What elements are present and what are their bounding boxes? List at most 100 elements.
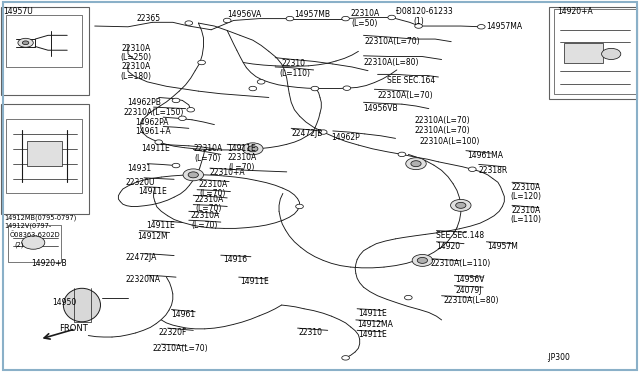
Text: 22310: 22310 <box>299 328 323 337</box>
Text: 24079J: 24079J <box>456 286 482 295</box>
Text: 14916: 14916 <box>223 255 247 264</box>
Text: 22310A(L=70): 22310A(L=70) <box>378 91 433 100</box>
Circle shape <box>311 86 319 91</box>
Text: 14957M: 14957M <box>488 242 518 251</box>
Circle shape <box>342 356 349 360</box>
Text: 14912V(0797-: 14912V(0797- <box>4 222 51 229</box>
Text: (L=70): (L=70) <box>191 221 218 230</box>
Bar <box>554 9 636 94</box>
Bar <box>8 225 61 262</box>
Circle shape <box>257 80 265 84</box>
Text: 22310A(L=70): 22310A(L=70) <box>415 126 470 135</box>
Bar <box>1 104 89 214</box>
Text: (L=70): (L=70) <box>195 204 221 213</box>
Text: 22310A(L=70): 22310A(L=70) <box>152 344 208 353</box>
Text: 22310A(L=80): 22310A(L=80) <box>364 58 419 67</box>
Circle shape <box>188 172 198 178</box>
Text: 14920+B: 14920+B <box>31 259 67 268</box>
Text: 22310A(L=80): 22310A(L=80) <box>444 296 499 305</box>
Bar <box>549 7 637 99</box>
Circle shape <box>243 143 263 155</box>
Text: 22318R: 22318R <box>479 166 508 174</box>
Circle shape <box>185 21 193 25</box>
Text: 14911E: 14911E <box>227 144 256 153</box>
Text: 14911E: 14911E <box>358 330 387 339</box>
Text: (L=180): (L=180) <box>120 72 151 81</box>
Text: 22310A: 22310A <box>350 9 380 17</box>
Text: 14911E: 14911E <box>138 187 167 196</box>
Circle shape <box>253 147 261 151</box>
Text: 14956VA: 14956VA <box>227 10 262 19</box>
Circle shape <box>477 25 485 29</box>
Text: 14957MB: 14957MB <box>294 10 330 19</box>
Bar <box>1 7 89 95</box>
Text: .JP300: .JP300 <box>546 353 570 362</box>
Text: 22472JB: 22472JB <box>291 129 323 138</box>
Text: 14956V: 14956V <box>456 275 485 284</box>
Text: (L=70): (L=70) <box>199 189 225 198</box>
Text: 22320U: 22320U <box>125 178 155 187</box>
Text: (L=70): (L=70) <box>194 154 220 163</box>
Text: (L=110): (L=110) <box>279 69 310 78</box>
Circle shape <box>415 24 422 28</box>
Text: 22310: 22310 <box>282 60 306 68</box>
Text: 22310A(L=110): 22310A(L=110) <box>430 259 490 268</box>
Circle shape <box>398 152 406 157</box>
Text: 22310A(L=70): 22310A(L=70) <box>415 116 470 125</box>
Circle shape <box>179 116 186 121</box>
Text: 22310A: 22310A <box>193 144 223 153</box>
Text: SEE SEC.164: SEE SEC.164 <box>387 76 435 85</box>
Text: 22320NA: 22320NA <box>125 275 161 284</box>
Circle shape <box>602 48 621 60</box>
Circle shape <box>183 169 204 181</box>
Text: SEE SEC.148: SEE SEC.148 <box>436 231 484 240</box>
Text: FRONT: FRONT <box>59 324 88 333</box>
Text: 14957MA: 14957MA <box>486 22 522 31</box>
Circle shape <box>411 161 421 167</box>
Text: 22310A(L=100): 22310A(L=100) <box>419 137 479 146</box>
Circle shape <box>155 140 163 144</box>
Circle shape <box>412 254 433 266</box>
Circle shape <box>172 98 180 103</box>
Circle shape <box>342 16 349 21</box>
Text: 14911E: 14911E <box>146 221 175 230</box>
Circle shape <box>406 158 426 170</box>
Circle shape <box>22 236 45 249</box>
Text: 14911E: 14911E <box>240 278 269 286</box>
Text: 14920: 14920 <box>436 242 461 251</box>
Bar <box>564 43 603 63</box>
Circle shape <box>343 86 351 90</box>
Text: 14911E: 14911E <box>141 144 170 153</box>
Text: 14956VB: 14956VB <box>364 104 398 113</box>
Text: (L=110): (L=110) <box>511 215 541 224</box>
Text: 22365: 22365 <box>136 14 161 23</box>
Circle shape <box>187 108 195 112</box>
Text: 22310A(L=70): 22310A(L=70) <box>365 37 420 46</box>
Circle shape <box>22 41 29 45</box>
Text: 14912MA: 14912MA <box>357 320 393 329</box>
Circle shape <box>415 160 423 164</box>
Text: 22310+A: 22310+A <box>210 169 246 177</box>
Circle shape <box>249 86 257 91</box>
Text: 14912MB(0795-0797): 14912MB(0795-0797) <box>4 214 76 221</box>
Text: 14961MA: 14961MA <box>467 151 503 160</box>
Circle shape <box>388 15 396 20</box>
Circle shape <box>223 18 231 23</box>
Circle shape <box>417 257 428 263</box>
Text: 22320F: 22320F <box>159 328 187 337</box>
Text: (2): (2) <box>14 241 24 248</box>
Text: (L=70): (L=70) <box>228 163 255 171</box>
Text: 14920+A: 14920+A <box>557 7 593 16</box>
Text: (L=250): (L=250) <box>120 53 152 62</box>
Circle shape <box>198 60 205 65</box>
Text: Ð08120-61233: Ð08120-61233 <box>396 7 452 16</box>
Text: 22310A(L=150): 22310A(L=150) <box>124 108 184 117</box>
Text: 14957U: 14957U <box>3 7 33 16</box>
Circle shape <box>468 167 476 171</box>
Circle shape <box>404 295 412 300</box>
Text: 14962P: 14962P <box>332 133 360 142</box>
Text: 22310A: 22310A <box>195 195 224 203</box>
Text: 14961+A: 14961+A <box>136 127 172 136</box>
Text: 14931: 14931 <box>127 164 151 173</box>
Text: 14911E: 14911E <box>358 309 387 318</box>
